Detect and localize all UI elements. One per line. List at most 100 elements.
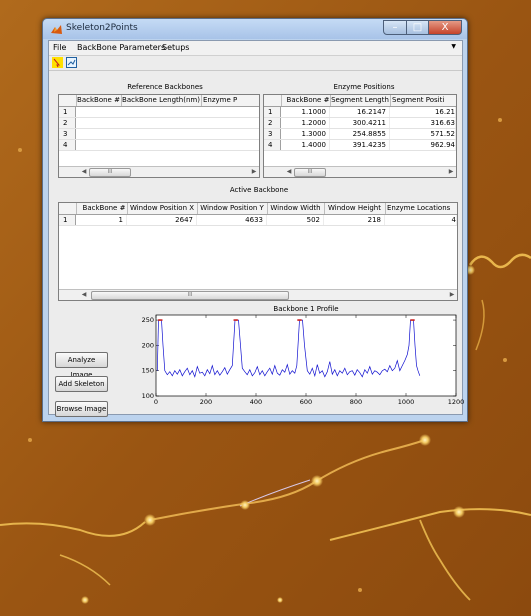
table-row[interactable]: 4 1.4000 391.4235 962.94 (264, 140, 456, 151)
table-cell[interactable]: 1.1000 (286, 107, 330, 117)
table-cell[interactable]: 254.8855 (330, 129, 390, 139)
column-header[interactable]: Segment Length (330, 95, 391, 106)
table-cell[interactable]: 4633 (197, 215, 267, 225)
reference-backbones-title: Reference Backbones (127, 83, 203, 91)
column-header[interactable]: BackBone # (76, 95, 122, 106)
table-row[interactable]: 1 (59, 107, 259, 118)
table-cell[interactable]: 16.21 (390, 107, 456, 117)
column-header[interactable]: BackBone # (286, 95, 331, 106)
table-cell[interactable]: 962.94 (390, 140, 456, 150)
enzyme-positions-title: Enzyme Positions (333, 83, 395, 91)
active-backbone-table[interactable]: BackBone # Window Position X Window Posi… (58, 202, 458, 301)
corner-cell (59, 203, 77, 214)
table-row[interactable]: 3 (59, 129, 259, 140)
column-header[interactable]: BackBone Length(nm) (121, 95, 202, 106)
close-button[interactable]: X (428, 20, 462, 35)
app-window: Skeleton2Points – □ X File BackBone Para… (42, 18, 468, 422)
enzyme-positions-table[interactable]: BackBone # Segment Length Segment Positi… (263, 94, 457, 178)
plot-area (155, 314, 457, 397)
scroll-right-icon[interactable]: ▶ (449, 291, 455, 298)
horizontal-scrollbar[interactable]: ◀ III ▶ (264, 166, 456, 177)
corner-cell (59, 95, 77, 106)
table-header: BackBone # Window Position X Window Posi… (59, 203, 457, 215)
y-tick-label: 100 (142, 392, 154, 400)
figure-client-area: File BackBone Parameters Setups ▼ Refere… (48, 40, 464, 417)
table-header: BackBone # Segment Length Segment Positi (264, 95, 456, 107)
toolbar (49, 56, 462, 71)
menu-bar: File BackBone Parameters Setups ▼ (49, 41, 462, 56)
window-title: Skeleton2Points (66, 23, 138, 33)
menu-setups[interactable]: Setups (162, 43, 190, 52)
backbone-profile-chart: Backbone 1 Profile 0 200 400 600 800 1000 1200 1… (142, 305, 464, 406)
scroll-right-icon[interactable]: ▶ (448, 168, 454, 175)
chevron-down-icon[interactable]: ▼ (451, 43, 456, 50)
select-pointer-icon[interactable] (52, 57, 63, 68)
table-cell[interactable]: 1.2000 (286, 118, 330, 128)
row-header: 1 (59, 107, 76, 117)
x-tick-label: 1000 (398, 398, 415, 406)
y-tick-label: 200 (142, 341, 154, 349)
profile-series-line (156, 319, 421, 378)
scroll-left-icon[interactable]: ◀ (81, 168, 87, 175)
scroll-right-icon[interactable]: ▶ (251, 168, 257, 175)
scroll-left-icon[interactable]: ◀ (81, 291, 87, 298)
row-header: 2 (59, 118, 76, 128)
scroll-left-icon[interactable]: ◀ (286, 168, 292, 175)
row-header: 3 (264, 129, 281, 139)
reference-backbones-table[interactable]: BackBone # BackBone Length(nm) Enzyme P … (58, 94, 260, 178)
table-cell[interactable]: 1.3000 (286, 129, 330, 139)
table-cell[interactable]: 571.52 (390, 129, 456, 139)
table-cell[interactable]: 502 (267, 215, 324, 225)
active-backbone-title: Active Backbone (229, 186, 289, 194)
table-cell[interactable]: 1.4000 (286, 140, 330, 150)
maximize-button[interactable]: □ (406, 20, 429, 35)
table-row[interactable]: 4 (59, 140, 259, 151)
table-cell[interactable]: 1 (81, 215, 127, 225)
table-cell[interactable]: 4 (385, 215, 457, 225)
scroll-thumb[interactable]: III (89, 168, 131, 177)
table-cell[interactable]: 16.2147 (330, 107, 390, 117)
table-cell[interactable]: 218 (324, 215, 385, 225)
table-row[interactable]: 2 1.2000 300.4211 316.63 (264, 118, 456, 129)
scroll-thumb[interactable]: III (294, 168, 326, 177)
x-tick-label: 200 (200, 398, 212, 406)
table-row[interactable]: 2 (59, 118, 259, 129)
table-cell[interactable]: 316.63 (390, 118, 456, 128)
menu-file[interactable]: File (53, 43, 67, 52)
row-header: 4 (264, 140, 281, 150)
row-header: 1 (59, 215, 76, 225)
zoom-icon[interactable] (66, 57, 77, 68)
minimize-button[interactable]: – (383, 20, 407, 35)
scroll-thumb[interactable]: III (91, 291, 289, 300)
column-header[interactable]: Window Width (267, 203, 325, 214)
table-cell[interactable]: 391.4235 (330, 140, 390, 150)
y-tick-label: 150 (142, 367, 154, 375)
column-header[interactable]: Window Position X (127, 203, 198, 214)
table-row[interactable]: 3 1.3000 254.8855 571.52 (264, 129, 456, 140)
row-header: 3 (59, 129, 76, 139)
table-header: BackBone # BackBone Length(nm) Enzyme P (59, 95, 259, 107)
x-tick-label: 1200 (448, 398, 464, 406)
column-header[interactable]: Window Height (324, 203, 386, 214)
table-cell[interactable]: 2647 (127, 215, 197, 225)
horizontal-scrollbar[interactable]: ◀ III ▶ (59, 289, 457, 300)
table-row[interactable]: 1 1 2647 4633 502 218 4 (59, 215, 457, 226)
add-skeleton-button[interactable]: Add Skeleton (55, 376, 108, 392)
column-header[interactable]: BackBone # (81, 203, 128, 214)
column-header[interactable]: Enzyme Locations (385, 203, 457, 214)
row-header: 2 (264, 118, 281, 128)
table-row[interactable]: 1 1.1000 16.2147 16.21 (264, 107, 456, 118)
browse-image-button[interactable]: Browse Image (55, 401, 108, 417)
horizontal-scrollbar[interactable]: ◀ III ▶ (59, 166, 259, 177)
y-tick-label: 250 (142, 316, 154, 324)
title-bar[interactable]: Skeleton2Points – □ X (43, 19, 467, 39)
menu-backbone-parameters[interactable]: BackBone Parameters (77, 43, 166, 52)
chart-title: Backbone 1 Profile (273, 305, 338, 313)
column-header[interactable]: Window Position Y (197, 203, 268, 214)
table-cell[interactable]: 300.4211 (330, 118, 390, 128)
corner-cell (264, 95, 282, 106)
column-header[interactable]: Enzyme P (201, 95, 259, 106)
x-tick-label: 600 (300, 398, 312, 406)
analyze-image-button[interactable]: Analyze Image (55, 352, 108, 379)
column-header[interactable]: Segment Positi (390, 95, 456, 106)
